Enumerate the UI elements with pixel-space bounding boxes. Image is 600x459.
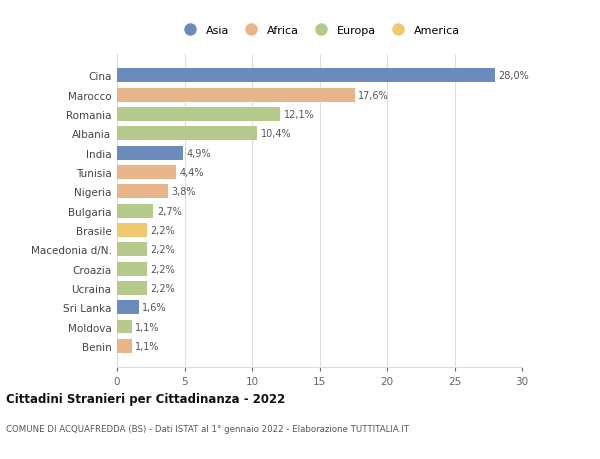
Text: 1,1%: 1,1% xyxy=(135,322,160,332)
Bar xyxy=(117,69,495,83)
Bar xyxy=(117,89,355,102)
Text: COMUNE DI ACQUAFREDDA (BS) - Dati ISTAT al 1° gennaio 2022 - Elaborazione TUTTIT: COMUNE DI ACQUAFREDDA (BS) - Dati ISTAT … xyxy=(6,425,409,434)
Bar xyxy=(117,146,183,160)
Text: 2,2%: 2,2% xyxy=(150,264,175,274)
Text: 17,6%: 17,6% xyxy=(358,90,389,101)
Text: 3,8%: 3,8% xyxy=(172,187,196,197)
Text: 10,4%: 10,4% xyxy=(261,129,292,139)
Bar xyxy=(117,127,257,141)
Text: 1,6%: 1,6% xyxy=(142,302,166,313)
Legend: Asia, Africa, Europa, America: Asia, Africa, Europa, America xyxy=(179,26,460,36)
Bar xyxy=(117,108,280,122)
Bar xyxy=(117,185,168,199)
Bar xyxy=(117,204,154,218)
Text: 2,2%: 2,2% xyxy=(150,225,175,235)
Text: 4,9%: 4,9% xyxy=(187,148,211,158)
Bar xyxy=(117,166,176,179)
Bar xyxy=(117,339,132,353)
Bar xyxy=(117,243,147,257)
Bar xyxy=(117,224,147,237)
Text: Cittadini Stranieri per Cittadinanza - 2022: Cittadini Stranieri per Cittadinanza - 2… xyxy=(6,392,285,405)
Text: 2,7%: 2,7% xyxy=(157,206,182,216)
Text: 1,1%: 1,1% xyxy=(135,341,160,351)
Text: 12,1%: 12,1% xyxy=(284,110,314,120)
Bar xyxy=(117,281,147,295)
Bar xyxy=(117,262,147,276)
Text: 28,0%: 28,0% xyxy=(499,71,529,81)
Text: 2,2%: 2,2% xyxy=(150,283,175,293)
Bar xyxy=(117,320,132,334)
Text: 4,4%: 4,4% xyxy=(180,168,204,178)
Bar xyxy=(117,301,139,314)
Text: 2,2%: 2,2% xyxy=(150,245,175,255)
